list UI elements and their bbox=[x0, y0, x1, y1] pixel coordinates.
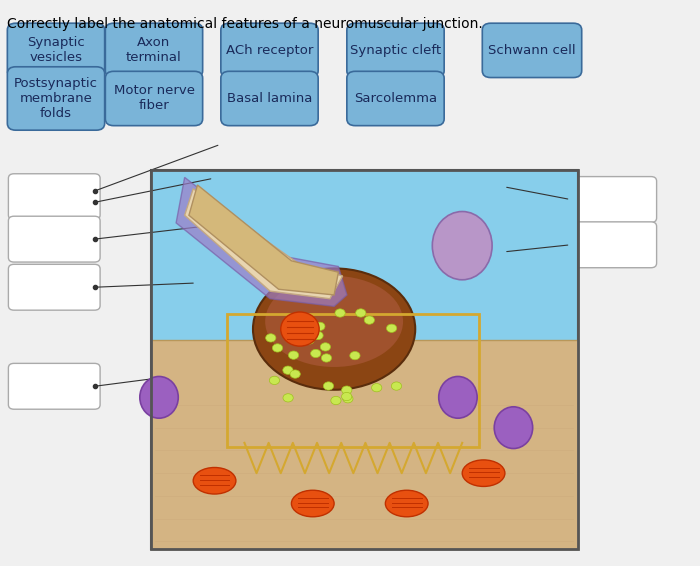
Circle shape bbox=[356, 309, 366, 317]
FancyBboxPatch shape bbox=[105, 23, 203, 78]
Text: Schwann cell: Schwann cell bbox=[488, 44, 576, 57]
Circle shape bbox=[343, 395, 353, 403]
Circle shape bbox=[270, 376, 279, 384]
FancyBboxPatch shape bbox=[482, 23, 582, 78]
Ellipse shape bbox=[494, 407, 533, 448]
Circle shape bbox=[313, 331, 323, 340]
Text: Basal lamina: Basal lamina bbox=[227, 92, 312, 105]
FancyBboxPatch shape bbox=[8, 264, 100, 310]
Ellipse shape bbox=[253, 268, 415, 390]
Circle shape bbox=[386, 324, 397, 332]
Ellipse shape bbox=[281, 312, 319, 346]
Ellipse shape bbox=[193, 468, 236, 494]
FancyBboxPatch shape bbox=[150, 170, 578, 549]
FancyBboxPatch shape bbox=[7, 23, 105, 78]
Ellipse shape bbox=[439, 376, 477, 418]
Circle shape bbox=[335, 309, 345, 317]
Circle shape bbox=[331, 396, 341, 405]
Circle shape bbox=[311, 349, 321, 358]
Circle shape bbox=[342, 386, 352, 395]
Polygon shape bbox=[150, 340, 578, 549]
Text: Motor nerve
fiber: Motor nerve fiber bbox=[113, 84, 195, 113]
Circle shape bbox=[342, 392, 352, 401]
Circle shape bbox=[304, 336, 314, 344]
FancyBboxPatch shape bbox=[105, 71, 203, 126]
Text: Synaptic cleft: Synaptic cleft bbox=[350, 44, 441, 57]
FancyBboxPatch shape bbox=[8, 174, 100, 220]
Circle shape bbox=[364, 316, 374, 324]
Text: Axon
terminal: Axon terminal bbox=[126, 36, 182, 65]
FancyBboxPatch shape bbox=[346, 71, 444, 126]
Ellipse shape bbox=[385, 490, 428, 517]
Text: ACh receptor: ACh receptor bbox=[226, 44, 313, 57]
FancyBboxPatch shape bbox=[221, 23, 318, 78]
Circle shape bbox=[321, 343, 330, 351]
FancyBboxPatch shape bbox=[7, 67, 105, 130]
Text: Sarcolemma: Sarcolemma bbox=[354, 92, 437, 105]
Ellipse shape bbox=[291, 490, 334, 517]
Circle shape bbox=[272, 344, 283, 352]
Circle shape bbox=[372, 384, 382, 392]
Ellipse shape bbox=[140, 376, 178, 418]
Polygon shape bbox=[189, 185, 338, 295]
Text: Synaptic
vesicles: Synaptic vesicles bbox=[27, 36, 85, 65]
Circle shape bbox=[323, 382, 334, 390]
Circle shape bbox=[350, 351, 360, 360]
Polygon shape bbox=[176, 177, 347, 306]
FancyBboxPatch shape bbox=[8, 363, 100, 409]
Circle shape bbox=[315, 322, 325, 331]
Ellipse shape bbox=[433, 212, 492, 280]
Circle shape bbox=[283, 394, 293, 402]
Ellipse shape bbox=[265, 276, 403, 367]
Circle shape bbox=[290, 370, 300, 378]
Text: Correctly label the anatomical features of a neuromuscular junction.: Correctly label the anatomical features … bbox=[7, 17, 483, 31]
Polygon shape bbox=[185, 189, 343, 299]
FancyBboxPatch shape bbox=[565, 222, 657, 268]
FancyBboxPatch shape bbox=[346, 23, 444, 78]
Circle shape bbox=[321, 354, 332, 362]
Circle shape bbox=[265, 334, 276, 342]
Ellipse shape bbox=[462, 460, 505, 486]
Circle shape bbox=[391, 382, 402, 390]
Circle shape bbox=[283, 366, 293, 374]
Circle shape bbox=[288, 351, 299, 359]
FancyBboxPatch shape bbox=[8, 216, 100, 262]
FancyBboxPatch shape bbox=[565, 177, 657, 222]
Text: Postsynaptic
membrane
folds: Postsynaptic membrane folds bbox=[14, 77, 98, 120]
FancyBboxPatch shape bbox=[221, 71, 318, 126]
